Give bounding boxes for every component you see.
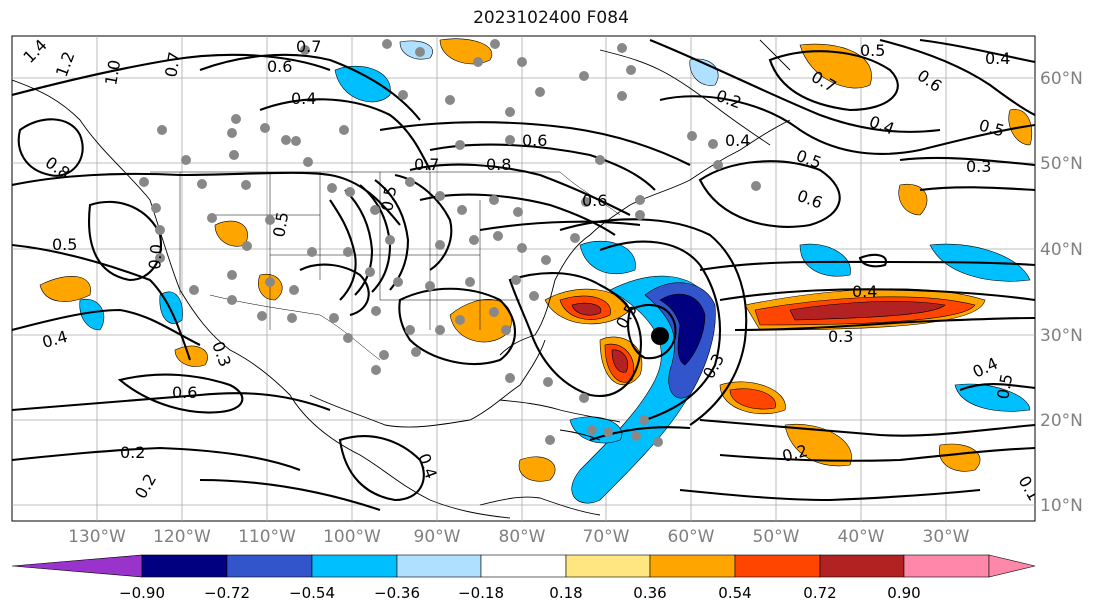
orange-blob — [518, 456, 556, 482]
blue-blob — [579, 240, 636, 275]
map-title: 2023102400 F084 — [473, 8, 629, 28]
contour-label: 0.6 — [582, 191, 607, 210]
colorbar-swatch — [480, 554, 567, 578]
lat-label: 50°N — [1040, 154, 1083, 174]
contour-label: 0.3 — [966, 157, 991, 176]
contour-label: 0.4 — [725, 131, 750, 150]
orange-blob — [174, 345, 208, 367]
blue-blob — [954, 383, 1031, 412]
contour-label: 0.4 — [291, 89, 316, 108]
dark-blue-blob — [659, 293, 706, 366]
red-blob — [729, 388, 776, 410]
colorbar-swatch — [396, 554, 482, 578]
isolines — [12, 38, 1035, 511]
lon-label: 70°W — [583, 527, 630, 547]
colorbar-tick: −0.36 — [374, 584, 420, 602]
colorbar-swatch — [819, 554, 905, 578]
colorbar-swatch — [734, 554, 821, 578]
colorbar-swatch — [903, 554, 990, 578]
colorbar-tick: −0.54 — [289, 584, 335, 602]
colorbar-tick: 0.18 — [549, 584, 582, 602]
blue-blob — [334, 65, 391, 103]
shaded-anomalies — [39, 38, 1033, 504]
contour-label: 1.0 — [101, 58, 124, 86]
colorbar-over-arrow — [988, 554, 1036, 578]
colorbar-swatch — [565, 554, 651, 578]
map-frame — [11, 35, 1036, 522]
storm-center-marker — [651, 327, 669, 345]
colorbar-swatch — [311, 554, 398, 578]
lon-label: 110°W — [238, 527, 296, 547]
colorbar-tick: 0.36 — [633, 584, 666, 602]
colorbar-tick: 0.72 — [803, 584, 836, 602]
station-dots — [139, 39, 761, 447]
lat-label: 10°N — [1040, 496, 1083, 516]
lat-axis: 60°N 50°N 40°N 30°N 20°N 10°N — [1040, 69, 1083, 516]
contour-label: 0.7 — [161, 50, 184, 78]
lon-label: 100°W — [323, 527, 381, 547]
orange-blob — [898, 183, 928, 216]
lon-label: 30°W — [923, 527, 970, 547]
dark-red-blob — [789, 301, 946, 321]
contour-label: 0.4 — [985, 49, 1010, 68]
lat-label: 40°N — [1040, 240, 1083, 260]
colorbar-tick: −0.18 — [458, 584, 504, 602]
colorbar-under-arrow — [11, 554, 143, 578]
lat-label: 20°N — [1040, 411, 1083, 431]
orange-blob — [258, 273, 283, 301]
colorbar-tick: 0.54 — [718, 584, 751, 602]
contour-label: 0.4 — [852, 282, 877, 301]
lon-label: 50°W — [753, 527, 800, 547]
lon-label: 60°W — [668, 527, 715, 547]
contour-label: 0.3 — [828, 327, 853, 346]
contour-label: 0.6 — [522, 131, 547, 150]
contour-label: 0.6 — [172, 383, 197, 402]
coastlines — [12, 39, 791, 519]
contour-label: 0.8 — [486, 155, 511, 174]
colorbar-swatch — [226, 554, 313, 578]
colorbar-tick: −0.72 — [204, 584, 250, 602]
contour-label: 0.5 — [269, 210, 292, 238]
dark-red-blob — [611, 349, 629, 373]
contour-label: 0.0 — [145, 243, 166, 270]
contour-label: 0.7 — [296, 37, 321, 56]
lon-label: 130°W — [68, 527, 126, 547]
contour-label: 0.7 — [414, 155, 439, 174]
contour-label: 0.5 — [993, 372, 1016, 400]
lon-label: 80°W — [499, 527, 546, 547]
contour-label: 0.6 — [267, 57, 292, 76]
contour-label: 0.5 — [377, 184, 400, 212]
lon-axis: 130°W 120°W 110°W 100°W 90°W 80°W 70°W 6… — [68, 527, 970, 547]
orange-blob — [784, 423, 852, 467]
lat-label: 60°N — [1040, 69, 1083, 89]
contour-label: 0.5 — [860, 41, 885, 60]
colorbar-tick: 0.90 — [887, 584, 920, 602]
colorbar-tick: −0.90 — [119, 584, 165, 602]
lat-label: 30°N — [1040, 326, 1083, 346]
colorbar — [11, 554, 1036, 578]
orange-blob — [938, 443, 981, 472]
colorbar-ticks: −0.90 −0.72 −0.54 −0.36 −0.18 0.18 0.36 … — [119, 584, 921, 602]
lon-label: 40°W — [838, 527, 885, 547]
blue-blob — [799, 243, 851, 277]
lon-label: 120°W — [153, 527, 211, 547]
contour-label: 0.2 — [120, 443, 145, 462]
dark-red-blob — [571, 302, 602, 316]
colorbar-swatch — [141, 554, 228, 578]
lon-label: 90°W — [414, 527, 461, 547]
orange-blob — [39, 276, 91, 302]
contour-label: 0.5 — [52, 235, 77, 254]
colorbar-swatch — [649, 554, 736, 578]
